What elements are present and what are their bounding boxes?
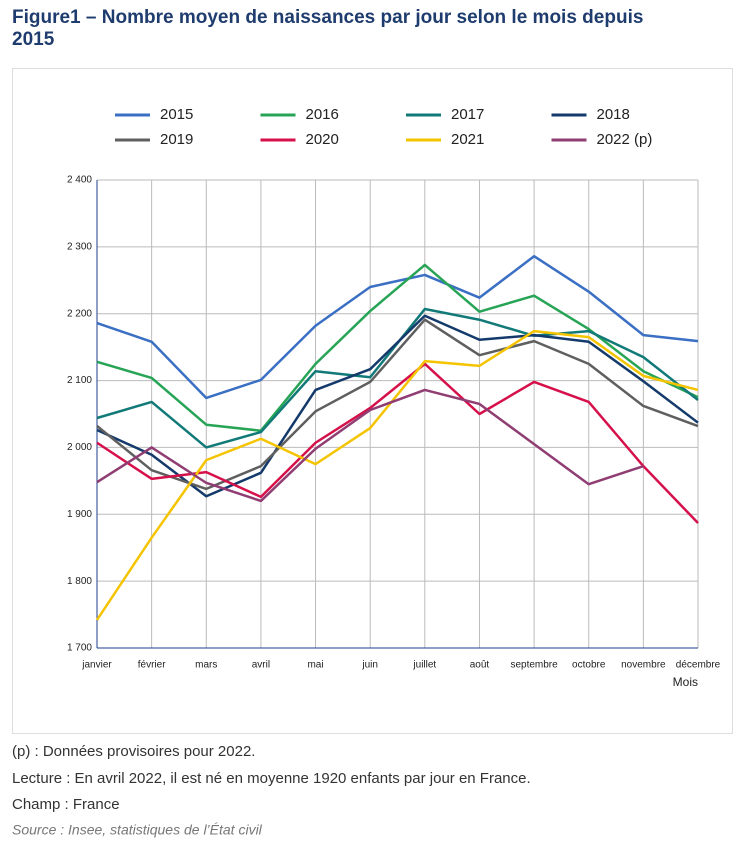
- line-series: [96, 314, 699, 498]
- y-tick-label: 2 000: [67, 442, 92, 453]
- note: Champ : France: [12, 796, 120, 813]
- x-tick-label: août: [470, 660, 490, 671]
- line-series: [96, 318, 699, 491]
- y-tick-label: 1 800: [67, 576, 92, 587]
- line-series: [96, 254, 699, 400]
- x-tick-label: mai: [307, 660, 323, 671]
- x-tick-label: février: [138, 660, 166, 671]
- x-axis-label: Mois: [673, 675, 698, 689]
- x-tick-label: septembre: [510, 660, 558, 671]
- x-tick-label: juillet: [412, 660, 436, 671]
- chart-title: 2015: [12, 29, 55, 50]
- x-tick-label: avril: [252, 660, 270, 671]
- legend-label: 2015: [160, 106, 193, 123]
- legend-label: 2022 (p): [597, 131, 653, 148]
- legend-label: 2021: [451, 131, 484, 148]
- x-tick-label: juin: [361, 660, 378, 671]
- x-tick-label: novembre: [621, 660, 666, 671]
- source: Source : Insee, statistiques de l’État c…: [12, 822, 263, 838]
- legend-label: 2020: [306, 131, 339, 148]
- note: (p) : Données provisoires pour 2022.: [12, 743, 255, 760]
- legend-label: 2018: [597, 106, 630, 123]
- line-series: [95, 329, 699, 621]
- x-tick-label: octobre: [572, 660, 606, 671]
- y-tick-label: 2 400: [67, 175, 92, 186]
- legend-label: 2017: [451, 106, 484, 123]
- legend-label: 2016: [306, 106, 339, 123]
- legend-label: 2019: [160, 131, 193, 148]
- y-tick-label: 1 700: [67, 643, 92, 654]
- y-tick-label: 2 300: [67, 241, 92, 252]
- y-tick-label: 2 100: [67, 375, 92, 386]
- x-tick-label: janvier: [81, 660, 112, 671]
- y-tick-label: 2 200: [67, 308, 92, 319]
- chart-title: Figure1 – Nombre moyen de naissances par…: [12, 7, 643, 28]
- chart-frame: [12, 68, 733, 734]
- note: Lecture : En avril 2022, il est né en mo…: [12, 770, 531, 787]
- x-tick-label: mars: [195, 660, 217, 671]
- x-tick-label: décembre: [676, 660, 721, 671]
- line-series: [96, 388, 644, 503]
- y-tick-label: 1 900: [67, 509, 92, 520]
